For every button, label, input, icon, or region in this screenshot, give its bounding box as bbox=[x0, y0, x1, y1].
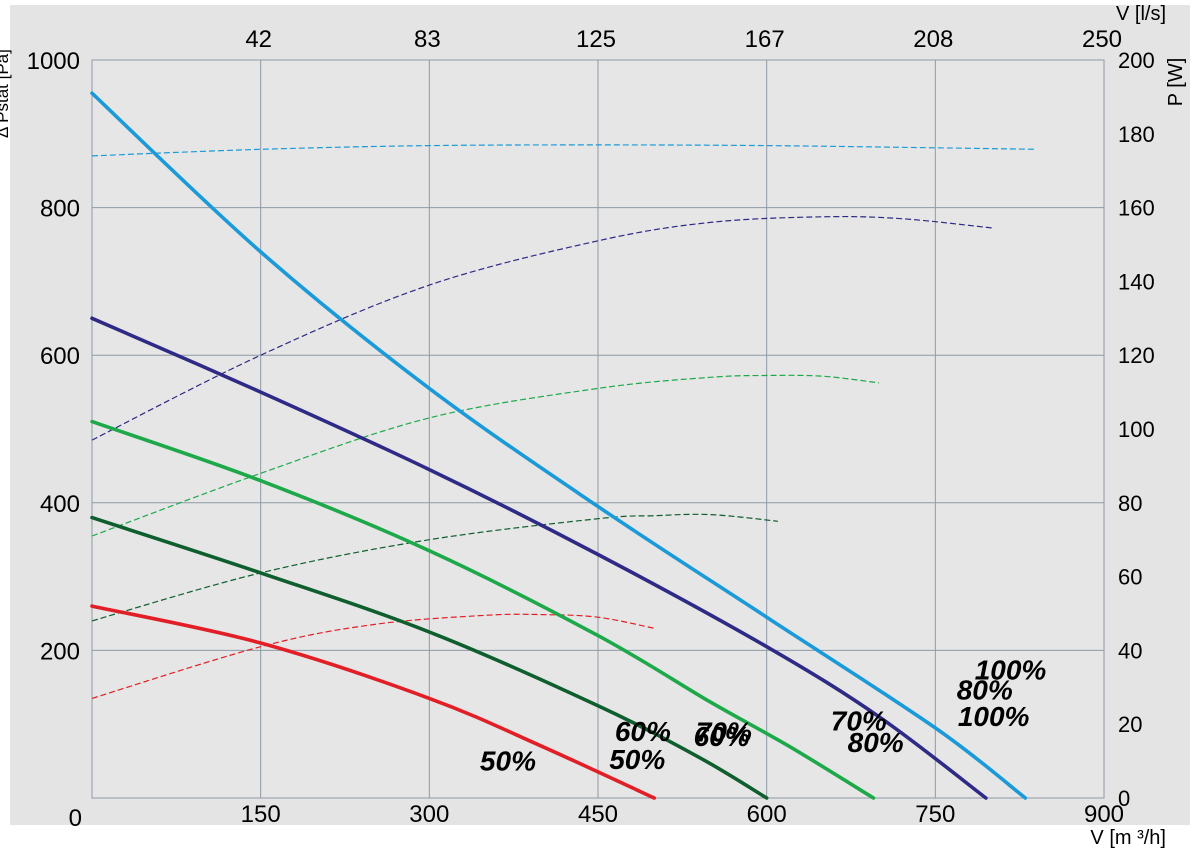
curve-label: 100% bbox=[958, 701, 1030, 732]
curve-label: 80% bbox=[957, 675, 1013, 706]
pressure-curve-80pct bbox=[90, 316, 988, 800]
x-tick-label: 150 bbox=[241, 801, 281, 828]
right-tick-label: 200 bbox=[1118, 48, 1155, 73]
right-tick-label: 140 bbox=[1118, 269, 1155, 294]
curve-label: 60% bbox=[615, 716, 671, 747]
gridlines bbox=[91, 59, 1105, 799]
y-tick-label: 200 bbox=[40, 638, 80, 665]
curve-label: 100% bbox=[975, 655, 1047, 686]
pressure-curve-100pct bbox=[90, 91, 1028, 800]
top-tick-label: 250 bbox=[1082, 26, 1122, 53]
pressure-curve-60pct bbox=[90, 515, 769, 800]
right-tick-label: 40 bbox=[1118, 638, 1142, 663]
top-tick-label: 125 bbox=[576, 26, 616, 53]
x-axis-ticks: 150 300 450 600 750 900 bbox=[241, 801, 1124, 828]
curve-label: 80% bbox=[848, 727, 904, 758]
power-curves bbox=[91, 144, 1037, 699]
curve-label: 70% bbox=[831, 706, 887, 737]
y-tick-label: 1000 bbox=[27, 48, 80, 75]
right-tick-label: 160 bbox=[1118, 196, 1155, 221]
x-tick-label: 900 bbox=[1084, 801, 1124, 828]
right-tick-label: 0 bbox=[1118, 786, 1130, 811]
pressure-curves bbox=[90, 91, 1028, 800]
y-axis-title: Δ Pstat [Pa] bbox=[0, 49, 12, 138]
power-curve-70pct bbox=[91, 374, 880, 537]
right-tick-label: 80 bbox=[1118, 491, 1142, 516]
curve-label: 50% bbox=[609, 744, 665, 775]
curve-label: 70% bbox=[696, 717, 752, 748]
right-tick-label: 180 bbox=[1118, 122, 1155, 147]
x-tick-label: 750 bbox=[915, 801, 955, 828]
power-curve-100pct bbox=[91, 144, 1037, 157]
top-axis-title: V [l/s] bbox=[1116, 3, 1166, 25]
right-axis-title: P [W] bbox=[1165, 58, 1187, 107]
y-tick-label: 800 bbox=[40, 196, 80, 223]
x-tick-label: 300 bbox=[409, 801, 449, 828]
right-axis-ticks: 0 20 40 60 80 100 120 140 160 180 200 bbox=[1118, 48, 1155, 811]
x-tick-label: 600 bbox=[747, 801, 787, 828]
top-tick-label: 83 bbox=[414, 26, 441, 53]
x-axis-title: V [m ³/h] bbox=[1090, 827, 1166, 849]
pressure-curve-70pct bbox=[90, 419, 876, 800]
right-tick-label: 20 bbox=[1118, 712, 1142, 737]
curve-labels: 100%80%70%60%50%100%80%70%60%50% bbox=[480, 655, 1046, 777]
pressure-curve-50pct bbox=[90, 604, 656, 800]
y-tick-label: 0 bbox=[69, 805, 82, 832]
y-tick-label: 400 bbox=[40, 491, 80, 518]
top-tick-label: 42 bbox=[245, 26, 272, 53]
power-curve-80pct bbox=[91, 215, 992, 441]
plot-frame bbox=[91, 59, 1105, 799]
power-curve-50pct bbox=[91, 613, 655, 699]
right-tick-label: 60 bbox=[1118, 565, 1142, 590]
right-tick-label: 100 bbox=[1118, 417, 1155, 442]
top-axis-ticks: 42 83 125 167 208 250 bbox=[245, 26, 1122, 53]
curve-label: 60% bbox=[694, 721, 750, 752]
power-curve-60pct bbox=[91, 513, 778, 622]
y-axis-ticks: 0 200 400 600 800 1000 bbox=[27, 48, 82, 832]
y-tick-label: 600 bbox=[40, 343, 80, 370]
top-tick-label: 208 bbox=[913, 26, 953, 53]
curve-label: 50% bbox=[480, 745, 536, 776]
top-tick-label: 167 bbox=[745, 26, 785, 53]
right-tick-label: 120 bbox=[1118, 343, 1155, 368]
x-tick-label: 450 bbox=[578, 801, 618, 828]
